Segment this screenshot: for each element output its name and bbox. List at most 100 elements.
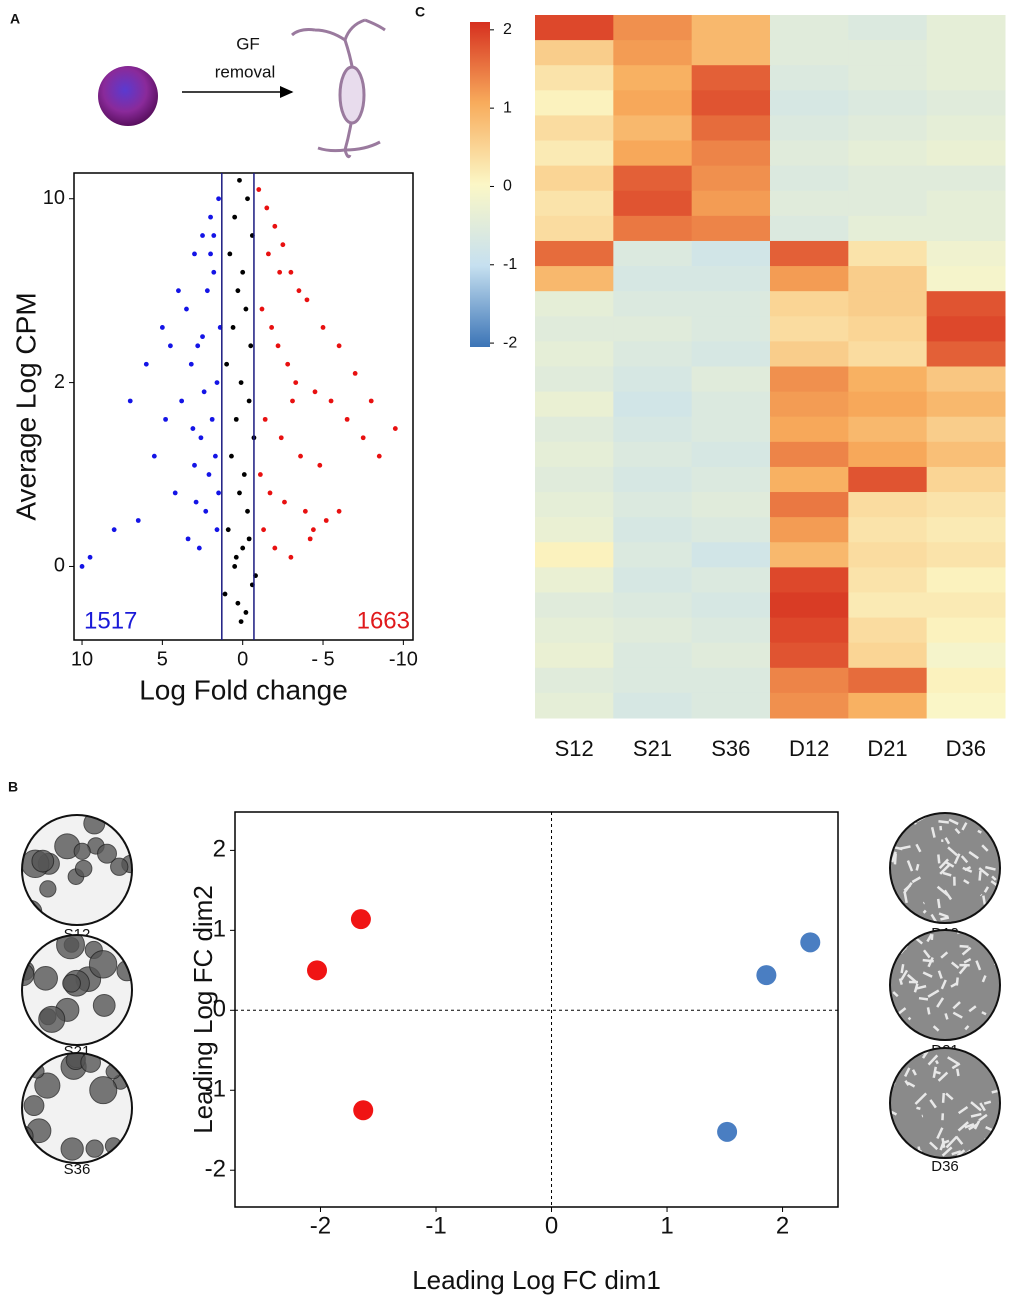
heat-cell [691,391,771,418]
heat-cell [770,341,849,367]
heat-cell [926,466,1006,493]
point [237,177,242,183]
spheroid [22,900,43,924]
cell [952,1001,961,1010]
heat-cell [691,692,771,719]
heat-cell [926,90,1006,116]
point [392,426,398,431]
cell [890,823,900,830]
colorbar [470,22,490,347]
cell [893,845,903,851]
cell [929,1141,939,1151]
point [193,499,199,505]
colorbar-label: -1 [503,256,517,273]
spheroid [116,960,132,982]
heat-cell [848,316,928,342]
cell [915,843,922,853]
point [238,380,244,385]
heat-cell [926,567,1006,593]
cell [963,957,972,964]
heat-cell [770,115,849,142]
spheroid [34,1072,61,1099]
heat-cell [926,667,1006,694]
cell [963,879,970,885]
cell [982,1144,992,1153]
cell [954,827,961,835]
point [143,361,149,367]
point [237,490,242,496]
cell [890,899,900,911]
heat-cell [691,15,771,41]
photo-bg [890,1048,1000,1158]
heat-cell [770,266,849,292]
point [212,453,218,459]
cell [964,1122,975,1129]
heat-cell [770,466,849,493]
point [245,196,250,202]
photo-border [21,1052,133,1164]
heat-cell [691,492,771,518]
point [243,306,249,312]
heat-cell [535,65,614,91]
point [246,398,252,404]
cell [945,1092,954,1101]
heat-cell [848,592,928,619]
y-tick-label: 2 [54,371,65,393]
heat-cell [926,115,1006,142]
cell [947,846,958,857]
point [304,297,310,303]
cell [942,871,952,877]
heat-cell [691,542,771,568]
spheroid [80,1053,101,1073]
cell [916,984,927,990]
cell [981,844,989,852]
heat-cell [535,240,614,267]
heat-cell [691,240,771,267]
point [172,490,178,496]
heat-cell [848,642,928,669]
point [293,380,299,385]
heat-cell [770,416,849,443]
cell [959,944,969,949]
cell [995,1048,1000,1058]
y-tick-label: 1 [213,916,226,943]
cell [970,1112,982,1118]
y-axis-label: Average Log CPM [10,292,41,520]
cell [903,892,908,904]
cell [968,1005,977,1013]
point [192,462,197,468]
heat-cell [926,642,1006,669]
heat-cell [613,190,693,217]
cell [947,1056,959,1065]
cell [922,949,931,959]
point [245,508,250,514]
heat-cell [926,140,1006,167]
point [312,389,318,395]
schematic-label: GF [236,34,260,53]
heat-cell [926,441,1006,468]
heat-cell [770,366,849,393]
x-tick-label: -10 [389,648,418,670]
heat-cell [926,592,1006,619]
cell [951,1150,962,1156]
point [229,453,234,459]
heat-cell [848,115,928,142]
x-tick-label: 2 [776,1212,789,1239]
heat-cell [613,90,693,116]
cell [930,826,936,838]
point [280,242,286,248]
point [344,416,350,422]
column-label: D12 [789,736,829,761]
cell [902,882,913,894]
cell [983,886,990,893]
cell [985,865,996,871]
spheroid [22,907,40,925]
cell [987,1056,999,1069]
cell [957,1121,969,1132]
heat-cell [926,215,1006,242]
column-label: S36 [711,736,750,761]
heat-cell [535,416,614,443]
point [350,909,371,930]
heat-cell [848,441,928,468]
point [233,554,239,560]
